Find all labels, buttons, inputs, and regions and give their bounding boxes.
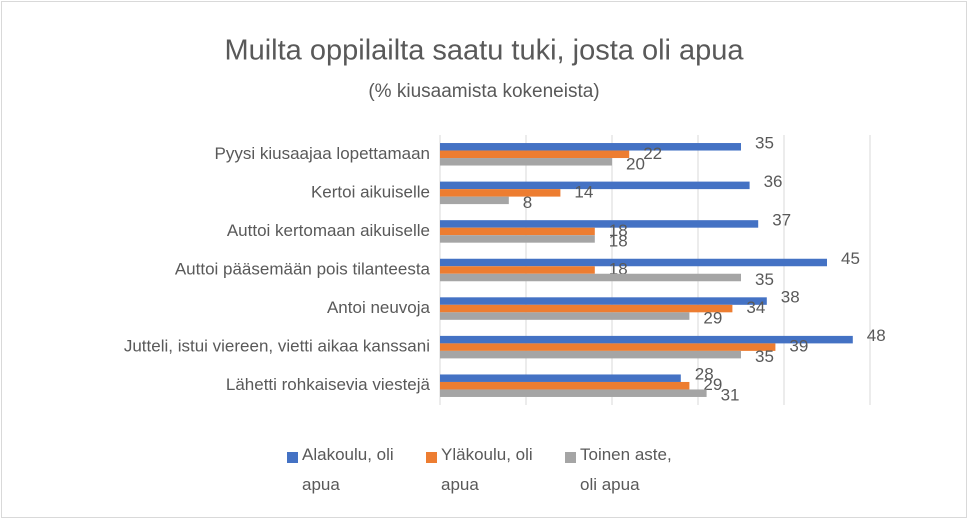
bar [440, 227, 595, 236]
chart-title: Muilta oppilailta saatu tuki, josta oli … [224, 35, 744, 67]
data-label: 14 [574, 182, 593, 201]
data-label: 31 [721, 386, 740, 405]
data-label: 8 [523, 193, 532, 212]
legend-label: Alakoulu, oli apua [302, 445, 394, 494]
bar [440, 350, 741, 359]
bar [440, 389, 707, 397]
y-tick-label: Lähetti rohkaisevia viestejä [226, 375, 431, 394]
bar [440, 258, 827, 267]
data-label: 29 [703, 309, 722, 328]
bar [440, 158, 612, 166]
bar [440, 335, 853, 344]
legend-label: Yläkoulu, oli apua [441, 445, 533, 494]
y-tick-label: Jutteli, istui viereen, vietti aikaa kan… [124, 337, 430, 356]
legend-item: Alakoulu, oli apua [287, 445, 404, 500]
data-label: 35 [755, 270, 774, 289]
bar [440, 266, 595, 274]
bar [440, 189, 561, 197]
legend-label: Toinen aste, oli apua [580, 445, 672, 494]
bar [440, 343, 776, 351]
data-label: 35 [755, 133, 774, 152]
data-label: 36 [764, 172, 783, 191]
data-label: 39 [789, 337, 808, 356]
data-label: 20 [626, 154, 645, 173]
legend-swatch [565, 452, 576, 463]
bar [440, 235, 595, 243]
bar [440, 374, 681, 382]
y-tick-label: Auttoi kertomaan aikuiselle [227, 221, 430, 240]
data-label: 34 [746, 298, 765, 317]
bar [440, 312, 690, 320]
data-label: 48 [867, 326, 886, 345]
y-tick-label: Auttoi pääsemään pois tilanteesta [175, 259, 431, 278]
bar [440, 304, 733, 313]
data-label: 28 [695, 365, 714, 384]
legend-item: Yläkoulu, oli apua [426, 445, 543, 500]
data-label: 22 [643, 144, 662, 163]
data-label: 18 [609, 231, 628, 250]
chart-subtitle: (% kiusaamista kokeneista) [368, 81, 599, 102]
legend: Alakoulu, oli apua Yläkoulu, oli apua Toin… [0, 445, 969, 500]
bar [440, 150, 630, 159]
data-label: 35 [755, 347, 774, 366]
bar [440, 381, 690, 390]
bar [440, 196, 509, 205]
bar [440, 273, 741, 282]
bar [440, 297, 767, 305]
bar [440, 181, 750, 190]
legend-item: Toinen aste, oli apua [565, 445, 682, 500]
y-tick-label: Antoi neuvoja [327, 298, 431, 317]
bar [440, 143, 741, 151]
data-label: 18 [609, 221, 628, 240]
data-label: 38 [781, 288, 800, 307]
legend-swatch [287, 452, 298, 463]
bar [440, 220, 759, 228]
data-label: 29 [703, 375, 722, 394]
y-tick-label: Kertoi aikuiselle [311, 182, 430, 201]
y-tick-label: Pyysi kiusaajaa lopettamaan [215, 144, 430, 163]
data-label: 37 [772, 210, 791, 229]
data-label: 18 [609, 259, 628, 278]
data-label: 45 [841, 249, 860, 268]
legend-swatch [426, 452, 437, 463]
